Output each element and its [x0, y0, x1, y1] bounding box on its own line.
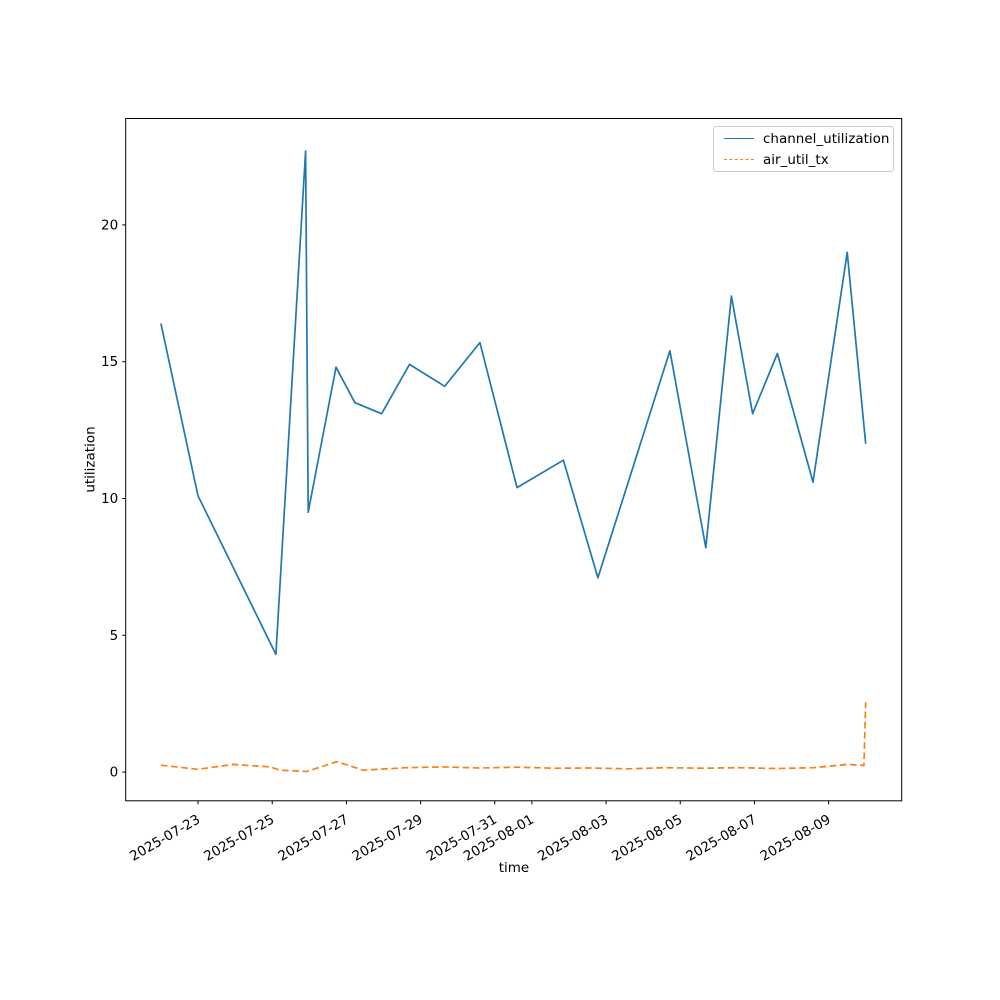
- x-tick-label: 2025-08-05: [609, 812, 685, 865]
- x-tick-label: 2025-08-03: [535, 812, 611, 865]
- x-axis-label: time: [498, 860, 530, 876]
- legend-line-sample-dashed-icon: [724, 159, 754, 160]
- x-tick-label: 2025-07-25: [201, 812, 277, 865]
- series-channel-utilization-line: [160, 150, 867, 656]
- legend-item-air-util-tx: air_util_tx: [724, 151, 893, 168]
- x-tick-label: 2025-07-29: [350, 812, 426, 865]
- x-tick-label: 2025-07-23: [127, 812, 203, 865]
- y-tick-label: 0: [110, 765, 119, 781]
- x-tick-label: 2025-08-09: [758, 812, 834, 865]
- y-tick-label: 20: [101, 217, 118, 233]
- y-tick-label: 15: [101, 354, 118, 370]
- x-tick-label: 2025-07-27: [275, 812, 351, 865]
- y-tick-label: 10: [101, 491, 118, 507]
- plot-border: [125, 118, 903, 802]
- y-axis-label: utilization: [82, 426, 99, 493]
- series-air-util-tx-line: [160, 702, 867, 773]
- y-tick-label: 5: [110, 628, 119, 644]
- legend-item-channel-utilization: channel_utilization: [724, 130, 893, 147]
- legend-label: channel_utilization: [763, 130, 890, 147]
- legend-line-sample-solid-icon: [724, 138, 754, 139]
- legend-label: air_util_tx: [763, 151, 829, 168]
- legend: channel_utilization air_util_tx: [713, 126, 894, 172]
- x-tick-label: 2025-08-07: [683, 812, 759, 865]
